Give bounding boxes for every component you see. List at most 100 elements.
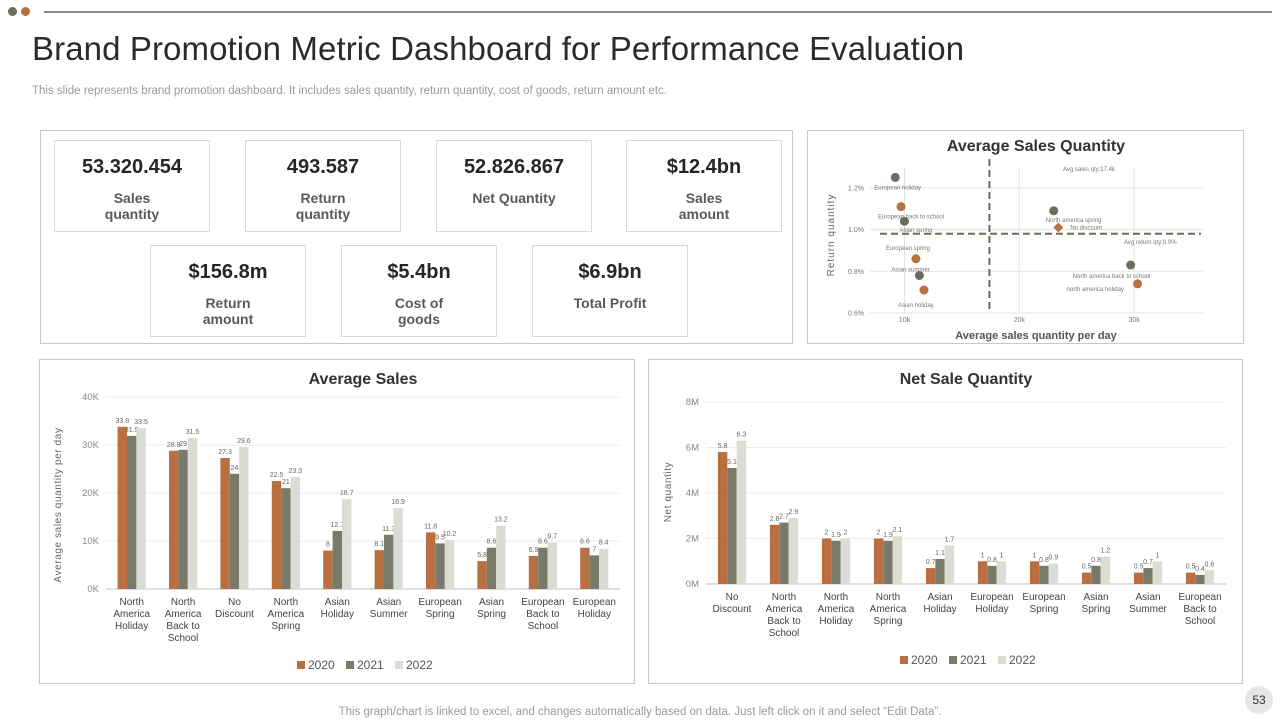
- legend-swatch: [346, 661, 354, 669]
- data-label: 29: [179, 441, 187, 448]
- bar: [1152, 561, 1163, 584]
- x-tick-label: European: [573, 597, 616, 608]
- data-label: 0.7: [926, 559, 936, 566]
- kpi-card-sales-quantity[interactable]: 53.320.454 Sales quantity: [54, 140, 210, 232]
- y-tick-label: 10K: [82, 536, 100, 547]
- bar: [342, 499, 352, 589]
- point-label: European spring: [886, 246, 930, 252]
- x-tick-label: 10k: [899, 317, 911, 324]
- data-label: 12.1: [330, 522, 344, 529]
- scatter-chart-panel[interactable]: Average Sales Quantity 0.6% 0.8% 1.0% 1.2% 10…: [807, 130, 1244, 344]
- legend-label: 2021: [960, 653, 987, 667]
- kpi-label: Return quantity: [295, 190, 351, 222]
- data-label: 2.9: [789, 509, 799, 516]
- average-sales-chart: Average Sales 0K 10K 20K 30K 40K 33.8 31.933.5 N…: [53, 371, 620, 672]
- bar: [892, 536, 903, 584]
- data-label: 2: [877, 530, 881, 537]
- x-tick-label: America: [113, 609, 150, 620]
- x-tick-label: Holiday: [923, 604, 956, 615]
- data-label: 9.5: [435, 534, 445, 541]
- kpi-value: $156.8m: [188, 261, 268, 283]
- kpi-card-return-amount[interactable]: $156.8m Return amount: [150, 245, 306, 337]
- data-label: 29.6: [237, 438, 251, 445]
- bar: [332, 530, 342, 589]
- bar: [883, 540, 893, 584]
- x-tick-label: Spring: [271, 621, 300, 632]
- data-label: 28.8: [167, 442, 181, 449]
- data-label: 0.5: [1186, 564, 1196, 571]
- bar: [127, 435, 137, 589]
- y-tick-label: 30K: [82, 440, 100, 451]
- bar: [769, 524, 780, 584]
- x-tick-label: Back to: [166, 621, 200, 632]
- kpi-label: Cost of goods: [394, 295, 444, 327]
- scatter-point: [911, 254, 921, 264]
- bar: [589, 555, 599, 589]
- data-label: 0.9: [1049, 555, 1059, 562]
- bar: [496, 525, 506, 589]
- bar: [831, 540, 841, 584]
- point-label: North america spring: [1046, 218, 1102, 224]
- x-tick-label: North: [171, 597, 195, 608]
- kpi-value: 52.826.867: [463, 156, 565, 178]
- x-tick-label: America: [268, 609, 305, 620]
- kpi-card-cost-of-goods[interactable]: $5.4bn Cost of goods: [341, 245, 497, 337]
- kpi-card-return-quantity[interactable]: 493.587 Return quantity: [245, 140, 401, 232]
- scatter-point: [1133, 279, 1143, 289]
- x-tick-label: School: [1185, 616, 1216, 627]
- data-label: 24: [231, 465, 239, 472]
- data-label: 5.1: [727, 459, 737, 466]
- kpi-card-sales-amount[interactable]: $12.4bn Sales amount: [626, 140, 782, 232]
- x-tick-label: Asian: [376, 597, 401, 608]
- bar: [1100, 556, 1111, 584]
- average-sales-chart-panel[interactable]: Average Sales 0K 10K 20K 30K 40K 33.8 31.9 33.5 N…: [39, 359, 635, 684]
- x-tick-label: Asian: [1083, 592, 1108, 603]
- kpi-card-net-quantity[interactable]: 52.826.867 Net Quantity: [436, 140, 592, 232]
- legend-label: 2020: [911, 653, 938, 667]
- x-tick-label: European: [1178, 592, 1221, 603]
- bar: [178, 449, 188, 589]
- data-label: 27.3: [218, 449, 232, 456]
- page-title: Brand Promotion Metric Dashboard for Per…: [32, 30, 965, 67]
- bar: [996, 561, 1007, 584]
- avg-x-label: Avg sales qty;17.4k: [1063, 167, 1116, 173]
- x-tick-label: Back to: [1183, 604, 1217, 615]
- bar: [1048, 563, 1059, 584]
- data-label: 0.7: [1143, 559, 1153, 566]
- kpi-card-total-profit[interactable]: $6.9bn Total Profit: [532, 245, 688, 337]
- data-label: 11.8: [424, 523, 437, 530]
- point-label: Asian summer: [891, 267, 929, 273]
- x-tick-label: Asian: [1135, 592, 1160, 603]
- chart-title: Net Sale Quantity: [900, 371, 1033, 388]
- y-tick-label: 2M: [686, 534, 699, 545]
- x-axis-title: Average sales quantity per day: [955, 330, 1117, 342]
- bar: [977, 561, 988, 584]
- x-tick-label: Holiday: [321, 609, 354, 620]
- chart-title: Average Sales: [309, 371, 418, 388]
- scatter-point: [896, 202, 906, 212]
- kpi-label: Sales amount: [678, 190, 730, 222]
- bar: [290, 477, 300, 589]
- legend-swatch: [297, 661, 305, 669]
- bar: [1091, 565, 1101, 584]
- x-tick-label: America: [818, 604, 855, 615]
- data-label: 0.8: [1039, 557, 1049, 564]
- y-axis-title: Average sales quantity per day: [53, 427, 64, 582]
- point-label: north america holiday: [1067, 287, 1124, 293]
- kpi-label: Sales quantity: [104, 190, 160, 222]
- point-label: European holiday: [874, 185, 921, 191]
- bar: [187, 437, 198, 589]
- point-label: No discount: [1070, 225, 1102, 231]
- x-tick-label: Holiday: [115, 621, 148, 632]
- data-label: 13.2: [494, 517, 508, 524]
- bar: [323, 550, 333, 589]
- y-tick-label: 0K: [87, 584, 99, 595]
- x-tick-label: North: [274, 597, 298, 608]
- net-sale-chart-panel[interactable]: Net Sale Quantity 0M 2M 4M 6M 8M 5.8 5.1 6.3 No Di…: [648, 359, 1243, 684]
- x-tick-label: School: [168, 633, 199, 644]
- data-label: 10.2: [443, 531, 457, 538]
- deco-dot-dark: [8, 7, 17, 16]
- y-tick-label: 6M: [686, 443, 699, 454]
- x-tick-label: America: [870, 604, 907, 615]
- point-label: European back to school: [878, 215, 944, 221]
